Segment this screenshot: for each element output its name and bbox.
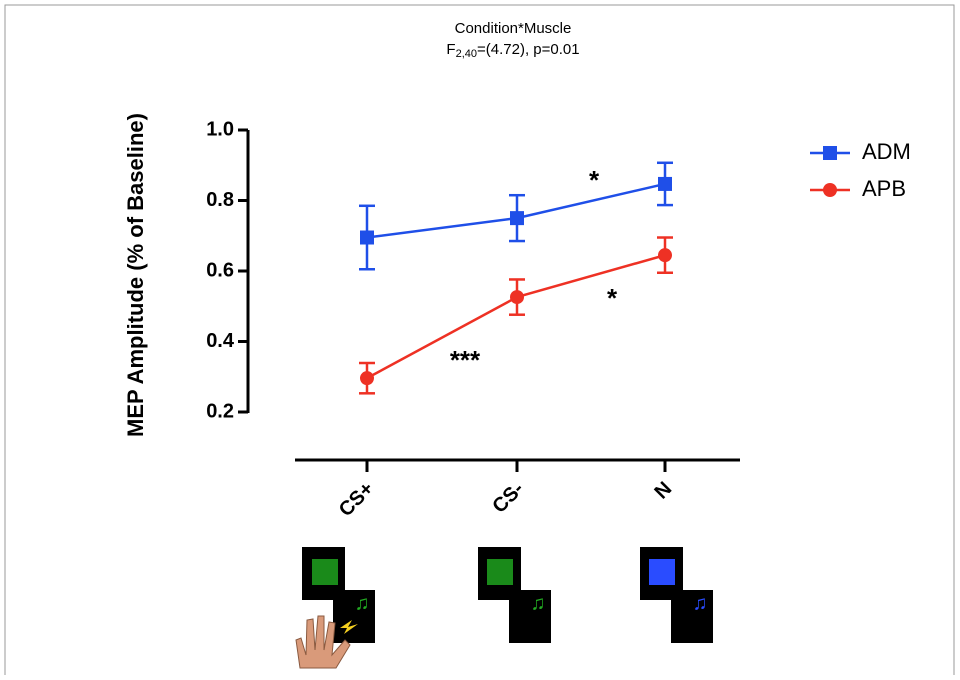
x-tick-label: CS+ [335,478,378,521]
legend-marker [823,146,837,160]
y-tick-label: 0.6 [206,259,234,281]
legend-label: ADM [862,139,911,164]
svg-text:♫: ♫ [355,592,370,614]
subtitle-rest: =(4.72), p=0.01 [477,41,580,58]
svg-text:♫: ♫ [531,592,546,614]
y-tick-label: 1.0 [206,118,234,140]
subtitle-subscript: 2,40 [456,48,477,60]
y-tick-label: 0.2 [206,400,234,422]
subtitle-base: F [446,41,455,58]
x-tick-label: N [650,478,676,504]
annotation: *** [450,345,481,375]
legend-label: APB [862,176,906,201]
marker [510,290,524,305]
marker [658,248,672,263]
annotation: * [589,165,600,195]
chart-subtitle: F2,40=(4.72), p=0.01 [446,41,579,60]
marker [360,230,374,245]
svg-text:♫: ♫ [693,592,708,614]
annotation: * [607,283,618,313]
y-tick-label: 0.4 [206,330,235,352]
legend-marker [823,183,837,197]
chart-title: Condition*Muscle [455,20,572,37]
x-tick-label: CS- [488,478,528,518]
stimulus-icons: ♫ ♫ ♫ [295,547,713,669]
y-axis-label: MEP Amplitude (% of Baseline) [123,113,148,437]
y-tick-label: 0.8 [206,189,234,211]
series-line [366,253,666,380]
marker [510,211,524,226]
marker [360,371,374,386]
frame [4,4,955,680]
marker [658,176,672,191]
